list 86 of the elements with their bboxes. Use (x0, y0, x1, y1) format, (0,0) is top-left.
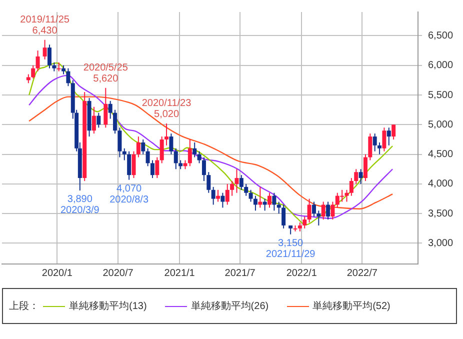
x-tick-label: 2022/7 (346, 268, 378, 279)
candlestick (316, 210, 321, 226)
candlestick (326, 201, 330, 220)
candlestick (321, 201, 326, 220)
candlestick (344, 189, 349, 202)
candlestick (113, 109, 118, 134)
candlestick (253, 195, 258, 212)
candlestick (302, 216, 307, 229)
candlestick (174, 148, 178, 170)
y-tick-label: 6,000 (428, 60, 454, 72)
candlestick (42, 39, 47, 60)
candlestick (258, 186, 262, 208)
legend-title: 上段： (9, 300, 39, 313)
x-tick-label: 2020/1 (42, 268, 73, 279)
legend-label: 単純移動平均(26) (190, 300, 269, 313)
x-tick-label: 2021/7 (224, 268, 256, 279)
y-tick-label: 4,500 (428, 149, 454, 160)
candlestick (92, 106, 96, 134)
candlestick (239, 174, 244, 190)
candlestick (36, 50, 40, 72)
candlestick (368, 133, 372, 161)
y-tick-label: 5,500 (428, 90, 454, 101)
candlestick (234, 168, 239, 194)
candlestick (363, 154, 368, 182)
candlestick (188, 138, 192, 167)
candlestick (122, 148, 126, 161)
candlestick (202, 156, 206, 182)
candlestick (31, 64, 36, 79)
annotation: 4,070 2020/8/3 (110, 184, 149, 206)
candlestick (136, 136, 140, 158)
candlestick (47, 44, 52, 69)
candlestick (150, 160, 154, 179)
candlestick (146, 148, 150, 167)
candlestick (164, 122, 169, 146)
y-tick-label: 5,000 (428, 119, 454, 130)
candlestick (225, 183, 230, 206)
candlestick (192, 142, 197, 158)
y-tick-label: 3,000 (428, 238, 454, 249)
candlestick (244, 183, 248, 196)
candlestick (307, 198, 312, 223)
candlestick (96, 112, 101, 128)
candlestick (127, 150, 132, 180)
y-tick-label: 6,500 (428, 30, 454, 42)
candlestick (349, 178, 354, 196)
candlestick (211, 186, 216, 206)
candlestick (358, 168, 363, 184)
candlestick (169, 133, 174, 155)
candlestick (248, 189, 253, 202)
candlestick (132, 150, 136, 179)
annotation: 2019/11/25 6,430 (20, 14, 70, 37)
candlestick (155, 156, 160, 179)
candlestick (197, 150, 202, 164)
candlestick (118, 127, 122, 158)
legend-label: 単純移動平均(52) (312, 300, 390, 313)
candlestick (230, 180, 234, 196)
candlestick (276, 201, 281, 214)
candlestick (272, 192, 276, 212)
x-tick-label: 2021/1 (164, 268, 196, 279)
candlestick (268, 192, 272, 208)
annotation: 3,150 2021/11/29 (266, 238, 316, 260)
candlestick (262, 198, 267, 212)
candlestick (386, 127, 391, 146)
candlestick (382, 127, 386, 152)
candlestick (160, 136, 164, 164)
candlestick (392, 124, 396, 140)
candlestick (312, 201, 316, 218)
legend-label: 単純移動平均(13) (69, 300, 147, 313)
candlestick (220, 192, 225, 208)
candlestick (104, 87, 108, 128)
y-tick-label: 4,000 (428, 178, 454, 190)
annotation: 2020/5/25 5,620 (83, 62, 128, 85)
candlestick (141, 138, 146, 155)
annotation: 3,890 2020/3/9 (60, 194, 100, 216)
candlestick (66, 68, 70, 87)
candlestick (216, 189, 220, 202)
candlestick (108, 100, 112, 120)
y-tick-label: 3,500 (428, 208, 454, 220)
candlestick (282, 204, 286, 229)
x-tick-label: 2020/7 (102, 268, 134, 279)
candlestick (206, 172, 211, 194)
candlestick (372, 133, 377, 152)
candlestick (378, 142, 382, 155)
candlestick (330, 201, 335, 220)
annotation: 2020/11/23 5,020 (142, 98, 192, 120)
candlestick (354, 168, 358, 184)
x-tick-label: 2022/1 (286, 268, 318, 279)
